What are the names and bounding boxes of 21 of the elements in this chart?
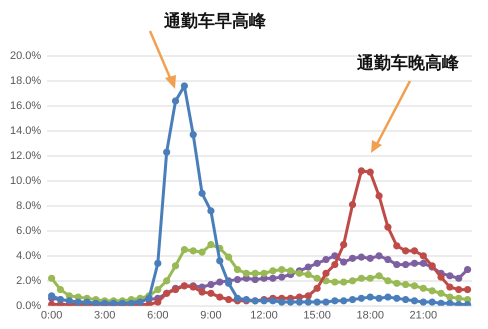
y-tick-label: 4.0%	[16, 250, 42, 262]
text: 通勤车早高峰	[163, 11, 267, 32]
x-tick-label: 0:00	[40, 309, 62, 322]
x-tick-label: 6:00	[147, 309, 169, 322]
y-tick-label: 14.0%	[10, 124, 42, 137]
x-tick-label: 9:00	[200, 309, 222, 322]
x-tick-label: 15:00	[303, 309, 331, 322]
y-tick-label: 20.0%	[10, 50, 42, 62]
annotation: 通勤车晚高峰	[356, 53, 460, 74]
y-tick-label: 8.0%	[16, 200, 42, 212]
y-tick-label: 10.0%	[10, 174, 42, 187]
y-tick-label: 16.0%	[10, 100, 42, 112]
y-tick-label: 2.0%	[16, 274, 42, 287]
y-tick-label: 12.0%	[10, 150, 42, 162]
y-tick-label: 6.0%	[16, 224, 42, 237]
x-tick-label: 21:00	[410, 309, 438, 322]
x-tick-label: 3:00	[94, 309, 116, 322]
y-tick-label: 0.0%	[16, 300, 42, 312]
x-tick-label: 18:00	[356, 309, 384, 322]
x-tick-label: 12:00	[250, 309, 278, 322]
y-tick-label: 18.0%	[10, 75, 42, 88]
